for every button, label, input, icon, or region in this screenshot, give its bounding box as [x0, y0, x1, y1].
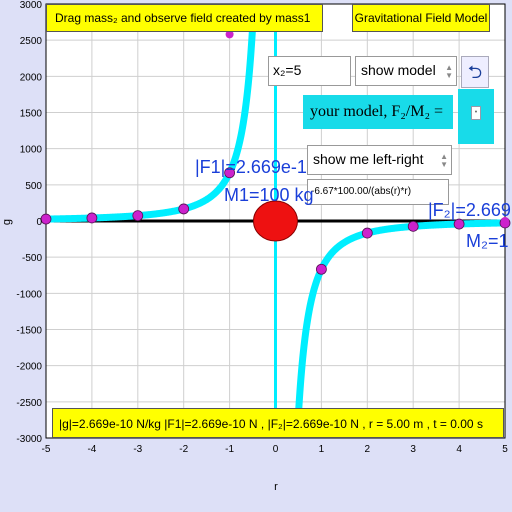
sample-point [178, 203, 190, 215]
y-tick-label: 0 [36, 217, 42, 228]
field-curve-right [272, 219, 505, 438]
field-curve-left [46, 4, 279, 223]
x2-input[interactable]: x₂=5 [268, 56, 351, 86]
y-tick-label: -1000 [16, 289, 42, 300]
x-tick-label: -1 [225, 444, 234, 455]
show-model-select-label: show model [361, 62, 436, 78]
masses [253, 200, 509, 242]
y-tick-label: 1500 [20, 109, 43, 120]
view-select-label: show me left-right [313, 151, 424, 167]
x-tick-label: 1 [319, 444, 325, 455]
sample-point [315, 263, 327, 275]
m1-label: M1=100 kg [224, 185, 314, 205]
undo-icon[interactable]: ⮌ [461, 56, 489, 88]
x-tick-label: -5 [42, 444, 51, 455]
select-caret-icon: ▲ ▼ [440, 152, 448, 169]
model-label: your model, F₂/M₂ = [303, 95, 453, 129]
x-tick-label: 4 [456, 444, 462, 455]
model-expression-input[interactable]: -6.67*100.00/(abs(r)*r) [307, 179, 449, 205]
mass1-circle [253, 200, 298, 242]
select-caret-icon: ▲ ▼ [445, 63, 453, 80]
y-tick-label: 3000 [20, 0, 43, 11]
x-tick-label: -3 [133, 444, 142, 455]
y-axis-label: g [1, 219, 13, 225]
x-tick-label: 2 [365, 444, 371, 455]
field-curves [46, 4, 505, 438]
sample-point [225, 30, 234, 39]
y-tick-label: -3000 [16, 434, 42, 445]
tick-labels: -5 -4 -3 -2 -1 0 1 2 3 4 5 3000 2500 2000 1500 1000 500 0… [16, 0, 508, 455]
y-tick-label: -1500 [16, 326, 42, 337]
status-bar: |g|=2.669e-10 N/kg |F1|=2.669e-10 N , |F… [52, 408, 504, 438]
sample-point [407, 220, 419, 232]
f1-label: |F1|=2.669e-1 [195, 157, 307, 177]
y-tick-label: -2000 [16, 362, 42, 373]
y-tick-label: -2500 [16, 398, 42, 409]
mass2-marker [501, 217, 509, 225]
sample-point [86, 212, 98, 224]
model-panel: • [458, 89, 494, 144]
x-axis-label: r [274, 481, 278, 493]
y-tick-label: -500 [22, 253, 42, 264]
sample-point [224, 167, 236, 179]
x-tick-label: 0 [273, 444, 279, 455]
x-tick-label: -2 [179, 444, 188, 455]
m2-label: M₂=1 [466, 231, 509, 251]
sample-point [132, 210, 144, 222]
y-tick-label: 500 [25, 181, 42, 192]
x-tick-label: 3 [410, 444, 416, 455]
sample-point [361, 227, 373, 239]
y-tick-label: 1000 [20, 145, 43, 156]
instruction-banner: Drag mass₂ and observe field created by … [46, 4, 323, 32]
x-tick-label: -4 [87, 444, 96, 455]
y-tick-label: 2500 [20, 36, 43, 47]
y-tick-label: 2000 [20, 72, 43, 83]
x-tick-label: 5 [502, 444, 508, 455]
f2-label: |F₂|=2.669 [428, 200, 511, 220]
model-title: Gravitational Field Model [352, 4, 490, 32]
model-toggle-button[interactable]: • [471, 106, 481, 120]
view-select[interactable]: show me left-right ▲ ▼ [307, 145, 452, 175]
sample-point [40, 213, 52, 225]
sample-point [453, 218, 465, 230]
show-model-select[interactable]: show model ▲ ▼ [355, 56, 457, 86]
